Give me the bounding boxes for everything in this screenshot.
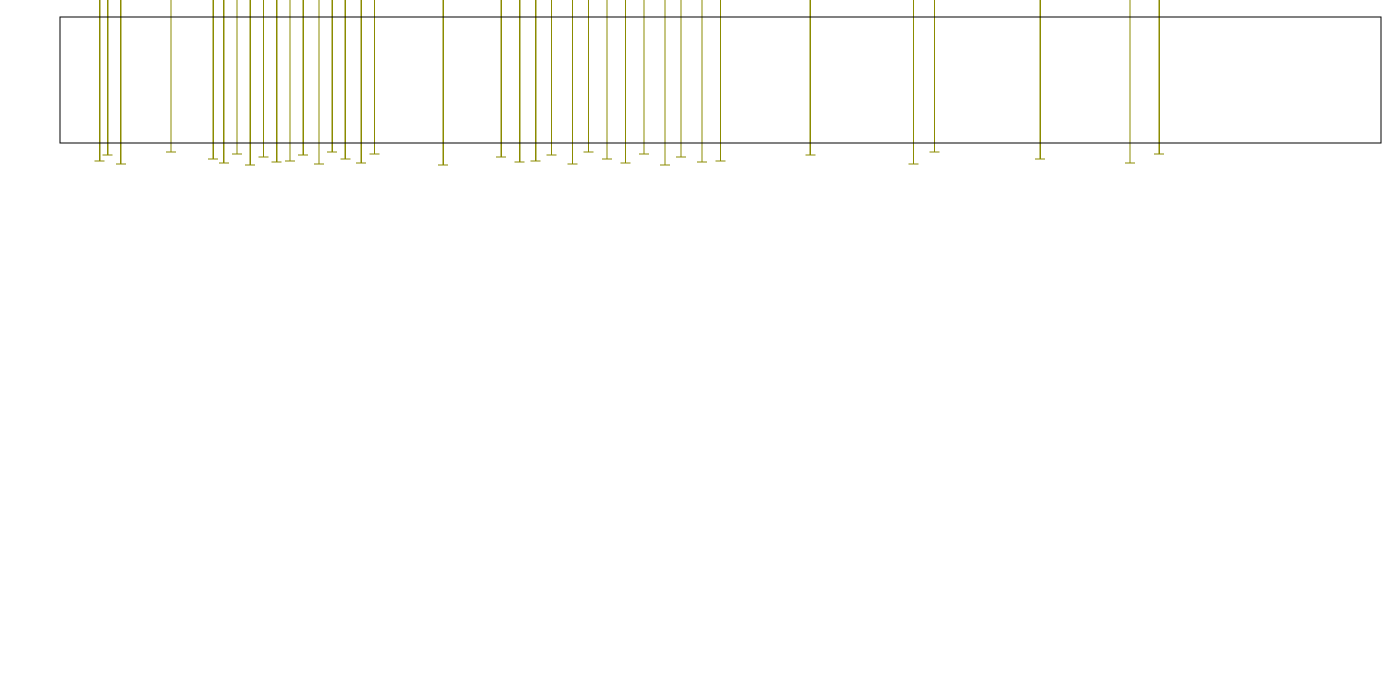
error-bars	[94, 0, 1165, 166]
panel-langley-zoom	[59, 0, 1382, 166]
